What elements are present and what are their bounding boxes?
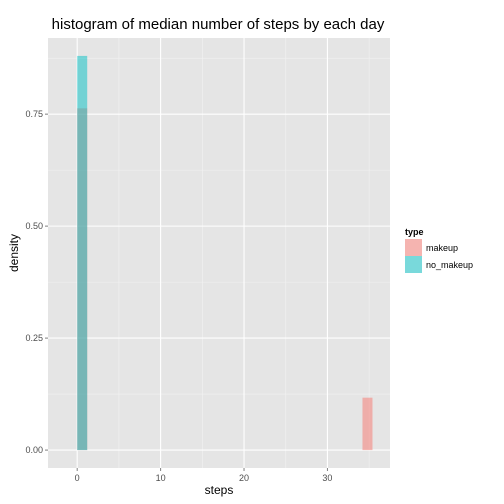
plot-panel	[48, 38, 390, 468]
legend-items: makeup no_makeup	[405, 239, 473, 273]
x-axis-title: steps	[205, 483, 234, 497]
chart-title: histogram of median number of steps by e…	[52, 16, 385, 33]
y-tick-label: 0.50	[25, 221, 43, 231]
histogram-bar-no_makeup	[77, 55, 88, 451]
y-tick-label: 0.25	[25, 333, 43, 343]
legend-title: type	[405, 227, 424, 237]
legend-label-no_makeup: no_makeup	[426, 260, 473, 270]
legend-key-makeup	[405, 239, 422, 256]
legend-label-makeup: makeup	[426, 243, 458, 253]
y-axis-ticks: 0.00 0.25 0.50 0.75	[25, 109, 48, 455]
y-axis-title: density	[7, 234, 21, 272]
legend: type makeup no_makeup	[405, 227, 473, 273]
y-tick-label: 0.75	[25, 109, 43, 119]
x-axis-ticks: 0 10 20 30	[75, 468, 332, 483]
x-tick-label: 20	[239, 473, 249, 483]
x-tick-label: 10	[156, 473, 166, 483]
legend-key-no_makeup	[405, 256, 422, 273]
minor-gridlines	[48, 38, 390, 468]
histogram-bar-makeup	[362, 397, 373, 451]
x-tick-label: 30	[322, 473, 332, 483]
x-tick-label: 0	[75, 473, 80, 483]
histogram-bars	[77, 55, 373, 451]
y-tick-label: 0.00	[25, 445, 43, 455]
